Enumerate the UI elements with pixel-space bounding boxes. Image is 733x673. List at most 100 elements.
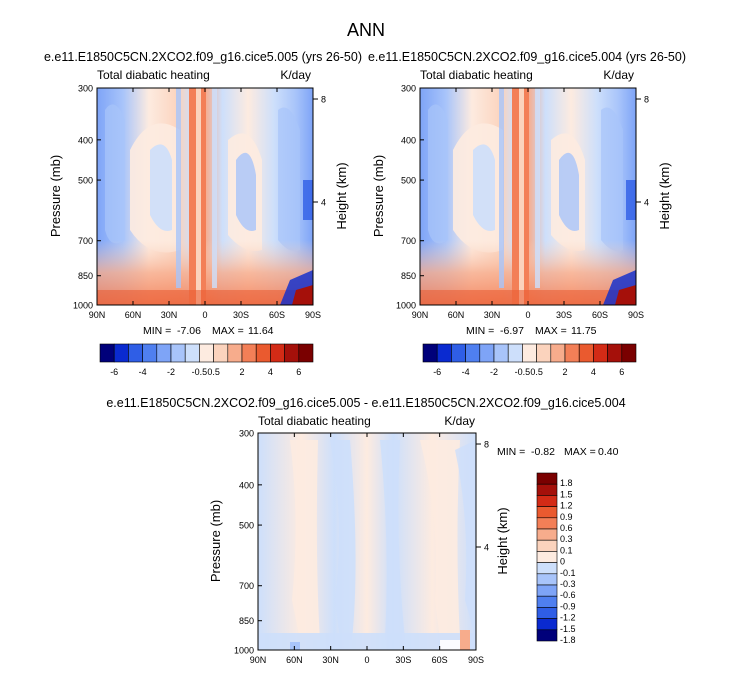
panel-c-y2-ticks: 84 [476,440,489,553]
colorbar-box [536,618,558,631]
colorbar-box [536,472,558,485]
panel-b-title: e.e11.E1850C5CN.2XCO2.f09_g16.cice5.004 … [368,50,686,64]
x-tick-label: 60S [269,310,285,320]
panel-a-y2-ticks: 84 [313,95,326,208]
panel-b-min-value: -6.97 [500,325,524,337]
panel-a-min-label: MIN = [143,325,171,337]
panel-b-x-ticks: 90N 60N 30N 0 30S 60S 90S [412,88,644,320]
panel-c: e.e11.E1850C5CN.2XCO2.f09_g16.cice5.005 … [106,396,625,665]
colorbar-label: -0.3 [560,579,576,589]
colorbar-label: 1.5 [560,489,573,499]
colorbar-label: 0.1 [560,545,573,555]
x-tick-label: 30N [484,310,501,320]
panel-c-colorbar: 1.81.5 1.20.90.60.30.1 0-0.1-0.3-0.6-0.9 -1… [536,472,576,645]
x-tick-label: 60N [448,310,465,320]
colorbar-box [621,343,637,363]
colorbar-label: 0.3 [560,534,573,544]
colorbar-label: -1.2 [560,613,576,623]
y-tick-label: 1000 [234,646,254,656]
colorbar-box [536,595,558,608]
x-tick-label: 30S [395,655,411,665]
colorbar-label: -1.5 [560,624,576,634]
panel-b-max-label: MAX = [535,325,567,337]
x-tick-label: 60S [432,655,448,665]
colorbar-box [536,551,558,563]
colorbar-label: 1.2 [560,501,573,511]
colorbar-box [479,343,495,363]
y-tick-label: 400 [78,135,93,145]
panel-a-colorbar: -6 -4 -2 -0.5 0.5 2 4 6 [99,343,314,377]
colorbar-box [128,343,143,363]
panel-c-x-ticks: 90N 60N 30N 0 30S 60S 90S [250,433,484,665]
panel-b: e.e11.E1850C5CN.2XCO2.f09_g16.cice5.004 … [368,50,686,377]
colorbar-box [156,343,172,363]
colorbar-label: 2 [239,367,244,377]
panel-a-field [97,88,313,305]
x-tick-label: 30N [161,310,178,320]
colorbar-box [607,343,623,363]
y-tick-label: 500 [239,521,254,531]
y-tick-label: 1000 [396,301,416,311]
x-tick-label: 30S [556,310,572,320]
colorbar-box [142,343,158,363]
colorbar-label: 4 [591,367,596,377]
colorbar-box [536,562,558,575]
colorbar-box [536,584,558,597]
panel-b-field [420,88,636,305]
x-tick-label: 60N [125,310,142,320]
panel-a-x-ticks: 90N 60N 30N 0 30S 60S 90S [89,88,321,320]
x-tick-label: 60N [286,655,303,665]
colorbar-label: 6 [619,367,624,377]
panel-c-max-value: 0.40 [598,446,619,458]
colorbar-box [184,343,200,363]
panel-b-left-label: Total diabatic heating [420,68,533,82]
panel-a-max-label: MAX = [212,325,244,337]
y-tick-label: 850 [78,271,93,281]
y2-tick-label: 8 [484,440,489,450]
colorbar-box [422,343,438,363]
colorbar-label: -2 [167,367,175,377]
x-tick-label: 90S [305,310,321,320]
colorbar-label: -4 [462,367,470,377]
panel-c-ylabel: Pressure (mb) [208,500,223,582]
panel-c-y-ticks: 300 400 500 700 850 1000 [234,429,262,656]
colorbar-box [113,343,129,363]
y2-tick-label: 4 [321,198,326,208]
y-tick-label: 500 [401,176,416,186]
x-tick-label: 0 [202,310,207,320]
y2-tick-label: 4 [644,198,649,208]
y-tick-label: 700 [239,581,254,591]
panel-b-right-label: K/day [603,68,634,82]
y-tick-label: 500 [78,176,93,186]
colorbar-box [451,343,466,363]
colorbar-box [550,343,566,363]
y-tick-label: 400 [401,135,416,145]
colorbar-label: 4 [268,367,273,377]
colorbar-box [536,629,558,642]
colorbar-box [536,528,558,541]
panel-a-y2label: Height (km) [334,162,349,229]
x-tick-label: 30N [322,655,339,665]
colorbar-label: -0.5 [515,367,531,377]
panel-a-right-label: K/day [280,68,311,82]
colorbar-box [522,343,537,363]
colorbar-box [536,607,558,619]
colorbar-box [493,343,509,363]
panel-c-max-label: MAX = [564,446,596,458]
panel-b-y2label: Height (km) [657,162,672,229]
panel-c-min-value: -0.82 [531,446,555,458]
colorbar-label: -1.8 [560,635,576,645]
x-tick-label: 90N [412,310,429,320]
panel-a-title: e.e11.E1850C5CN.2XCO2.f09_g16.cice5.005 … [44,50,362,64]
panel-b-max-value: 11.75 [571,325,597,337]
colorbar-label: 0.9 [560,512,573,522]
colorbar-box [564,343,580,363]
colorbar-box [536,343,552,363]
panel-a-y-ticks: 300 400 500 700 850 1000 [73,84,101,311]
y2-tick-label: 4 [484,543,489,553]
colorbar-box [536,517,558,530]
panel-b-ylabel: Pressure (mb) [371,155,386,237]
colorbar-label: 0.5 [207,367,220,377]
colorbar-label: -4 [139,367,147,377]
